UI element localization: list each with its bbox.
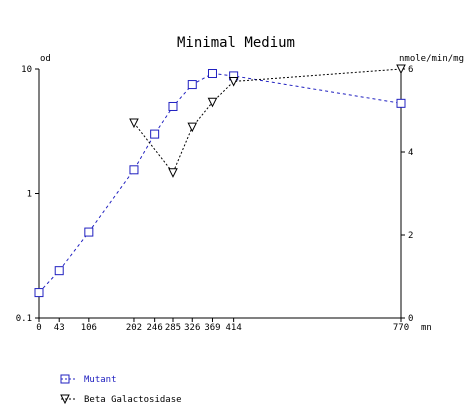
- mutant-point: [129, 165, 139, 175]
- mutant-point: [168, 101, 178, 111]
- beta-point: [129, 118, 139, 129]
- y-left-axis-label: od: [40, 54, 51, 64]
- beta-point: [228, 76, 239, 87]
- legend: Mutant Beta Galactosidase: [60, 374, 182, 405]
- y-right-tick-label: 2: [408, 231, 413, 241]
- beta-point: [187, 122, 198, 133]
- x-tick-label: 414: [226, 323, 242, 333]
- y-right-axis-label: nmole/min/mg: [399, 54, 464, 64]
- legend-beta-marker: [60, 394, 70, 405]
- mutant-point: [150, 129, 160, 139]
- mutant-point: [84, 227, 94, 237]
- mutant-point: [54, 266, 64, 276]
- mutant-point: [207, 69, 217, 79]
- beta-line: [133, 68, 402, 174]
- y-right-tick-label: 4: [408, 148, 413, 158]
- y-right-tick-label: 6: [408, 65, 413, 75]
- x-tick-label: 0: [36, 323, 41, 333]
- mutant-point: [187, 80, 197, 90]
- mutant-point: [34, 288, 44, 298]
- x-tick-label: 770: [393, 323, 409, 333]
- x-tick-label: 369: [204, 323, 220, 333]
- x-tick-label: 285: [165, 323, 181, 333]
- mutant-point: [396, 98, 406, 108]
- legend-mutant-marker: [60, 374, 70, 384]
- legend-beta-label: Beta Galactosidase: [84, 395, 182, 405]
- y-left-tick-label: 1: [27, 190, 32, 200]
- x-tick-label: 246: [147, 323, 163, 333]
- beta-point: [207, 97, 218, 108]
- x-axis-unit: mn: [421, 323, 432, 333]
- chart-title: Minimal Medium: [177, 35, 295, 51]
- y-left-tick-label: 0.1: [16, 314, 32, 324]
- x-tick-label: 43: [54, 323, 65, 333]
- mutant-line: [38, 72, 402, 293]
- legend-mutant-label: Mutant: [84, 375, 117, 385]
- y-right-tick-label: 0: [408, 314, 413, 324]
- x-tick-label: 202: [126, 323, 142, 333]
- x-tick-label: 106: [81, 323, 97, 333]
- x-tick-label: 326: [184, 323, 200, 333]
- beta-point: [168, 168, 178, 178]
- y-left-tick-label: 10: [21, 65, 32, 75]
- beta-point: [396, 64, 406, 75]
